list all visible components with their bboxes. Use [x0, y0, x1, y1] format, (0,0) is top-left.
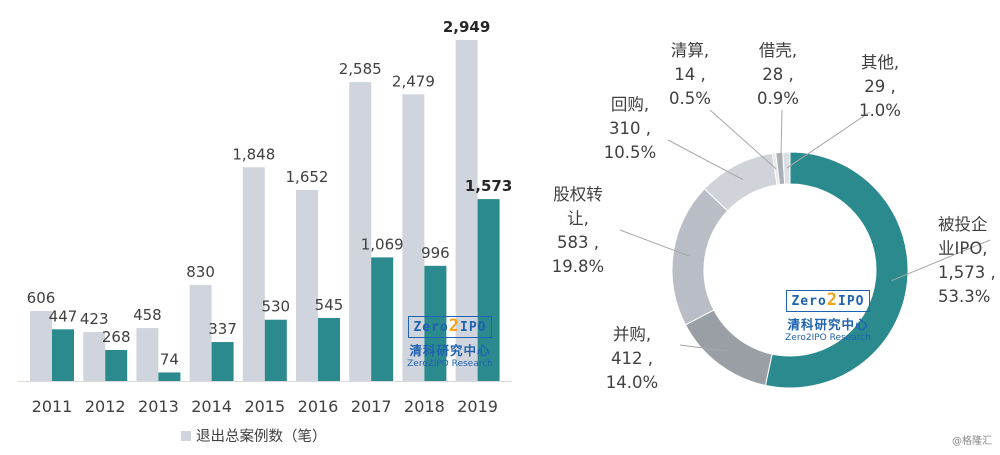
slice-label-6-line-2: 1.0% [859, 101, 901, 120]
bar-ipo-2018 [424, 265, 447, 381]
leader-line-3 [667, 139, 743, 181]
leader-line-2 [619, 229, 690, 257]
value-label-ipo-2012: 268 [102, 328, 131, 346]
donut-slice-0 [764, 151, 909, 389]
x-tick-2015: 2015 [244, 397, 285, 416]
value-label-total-2014: 830 [186, 263, 215, 281]
logo-donut-chart: Zero2IPO 清科研究中心 Zero2IPO Research [776, 290, 880, 343]
slice-label-4-line-1: 14 , [674, 65, 706, 84]
slice-label-3-line-0: 回购, [611, 95, 649, 114]
value-label-ipo-2016: 545 [315, 296, 344, 314]
logo-mark: Zero2IPO [786, 290, 870, 312]
watermark: @格隆汇 [952, 436, 992, 447]
slice-label-1-line-0: 并购, [613, 325, 651, 344]
bar-total-2012 [83, 332, 106, 381]
bar-total-2015 [242, 167, 265, 381]
value-label-ipo-2014: 337 [208, 320, 237, 338]
logo-name-cn: 清科研究中心 [409, 343, 491, 358]
bar-ipo-2014 [211, 342, 234, 381]
x-tick-2014: 2014 [191, 397, 232, 416]
bar-ipo-2016 [318, 317, 340, 381]
leader-line-0 [891, 239, 991, 282]
bar-ipo-2019 [477, 199, 500, 381]
bar-total-2017 [349, 82, 372, 381]
bar-total-2016 [296, 189, 318, 381]
bar-total-2011 [30, 310, 52, 381]
value-label-total-2017: 2,585 [339, 60, 382, 78]
slice-label-5-line-2: 0.9% [757, 89, 799, 108]
bar-total-2018 [402, 94, 425, 382]
slice-label-2-line-3: 19.8% [552, 257, 604, 276]
value-label-ipo-2015: 530 [261, 298, 290, 316]
legend-swatch-total [181, 431, 191, 441]
slice-label-1-line-2: 14.0% [606, 373, 658, 392]
leader-line-5 [780, 109, 783, 169]
value-label-total-2016: 1,652 [286, 168, 329, 186]
value-label-ipo-2011: 447 [49, 307, 78, 325]
slice-label-2-line-0: 股权转 [553, 185, 603, 204]
x-tick-2016: 2016 [298, 397, 339, 416]
slice-label-1-line-1: 412 , [611, 349, 653, 368]
slice-label-6-line-0: 其他, [861, 53, 899, 72]
slice-label-0-line-1: 业IPO, [938, 239, 988, 258]
slice-label-2-line-2: 583 , [557, 233, 599, 252]
x-tick-2012: 2012 [85, 397, 126, 416]
bar-ipo-2017 [371, 257, 394, 381]
logo-bar-chart: Zero2IPO 清科研究中心 Zero2IPO Research [398, 316, 502, 369]
logo-name-en: Zero2IPO Research [407, 359, 493, 369]
slice-label-5-line-1: 28 , [762, 65, 794, 84]
slice-label-0-line-3: 53.3% [938, 287, 990, 306]
bar-ipo-2015 [264, 319, 287, 381]
logo-mark: Zero2IPO [408, 316, 492, 338]
bar-ipo-2013 [158, 372, 181, 381]
value-label-ipo-2018: 996 [421, 244, 450, 262]
x-tick-2013: 2013 [138, 397, 179, 416]
slice-label-2-line-1: 让, [567, 209, 589, 228]
value-label-total-2012: 423 [80, 310, 109, 328]
value-label-total-2018: 2,479 [392, 72, 435, 90]
logo-name-en: Zero2IPO Research [785, 333, 871, 343]
slice-label-3-line-1: 310 , [609, 119, 651, 138]
slice-label-4-line-2: 0.5% [669, 89, 711, 108]
x-tick-2011: 2011 [32, 397, 73, 416]
leader-line-6 [786, 111, 871, 169]
x-tick-2018: 2018 [404, 397, 445, 416]
bar-total-2013 [136, 328, 159, 381]
x-tick-2017: 2017 [351, 397, 392, 416]
slice-label-6-line-1: 29 , [864, 77, 896, 96]
leader-line-1 [679, 344, 729, 352]
value-label-ipo-2013: 74 [160, 350, 179, 368]
slice-label-0-line-0: 被投企 [938, 215, 988, 234]
value-label-total-2019: 2,949 [443, 18, 490, 36]
slice-label-3-line-2: 10.5% [604, 143, 656, 162]
bar-ipo-2011 [52, 329, 74, 381]
value-label-total-2013: 458 [133, 306, 162, 324]
leader-line-4 [709, 109, 777, 170]
logo-name-cn: 清科研究中心 [787, 317, 869, 332]
value-label-total-2011: 606 [27, 289, 56, 307]
donut-slice-2 [671, 188, 729, 326]
slice-label-5-line-0: 借壳, [759, 41, 797, 60]
x-tick-2019: 2019 [457, 397, 498, 416]
bar-ipo-2012 [105, 350, 128, 381]
bar-total-2019 [455, 40, 478, 381]
legend-label-total: 退出总案例数（笔） [196, 427, 327, 445]
value-label-ipo-2019: 1,573 [465, 177, 512, 195]
bar-total-2014 [189, 285, 212, 381]
slice-label-0-line-2: 1,573 , [938, 263, 996, 282]
slice-label-4-line-0: 清算, [671, 41, 709, 60]
donut-slice-6 [782, 151, 791, 185]
value-label-ipo-2017: 1,069 [361, 235, 404, 253]
value-label-total-2015: 1,848 [232, 145, 275, 163]
